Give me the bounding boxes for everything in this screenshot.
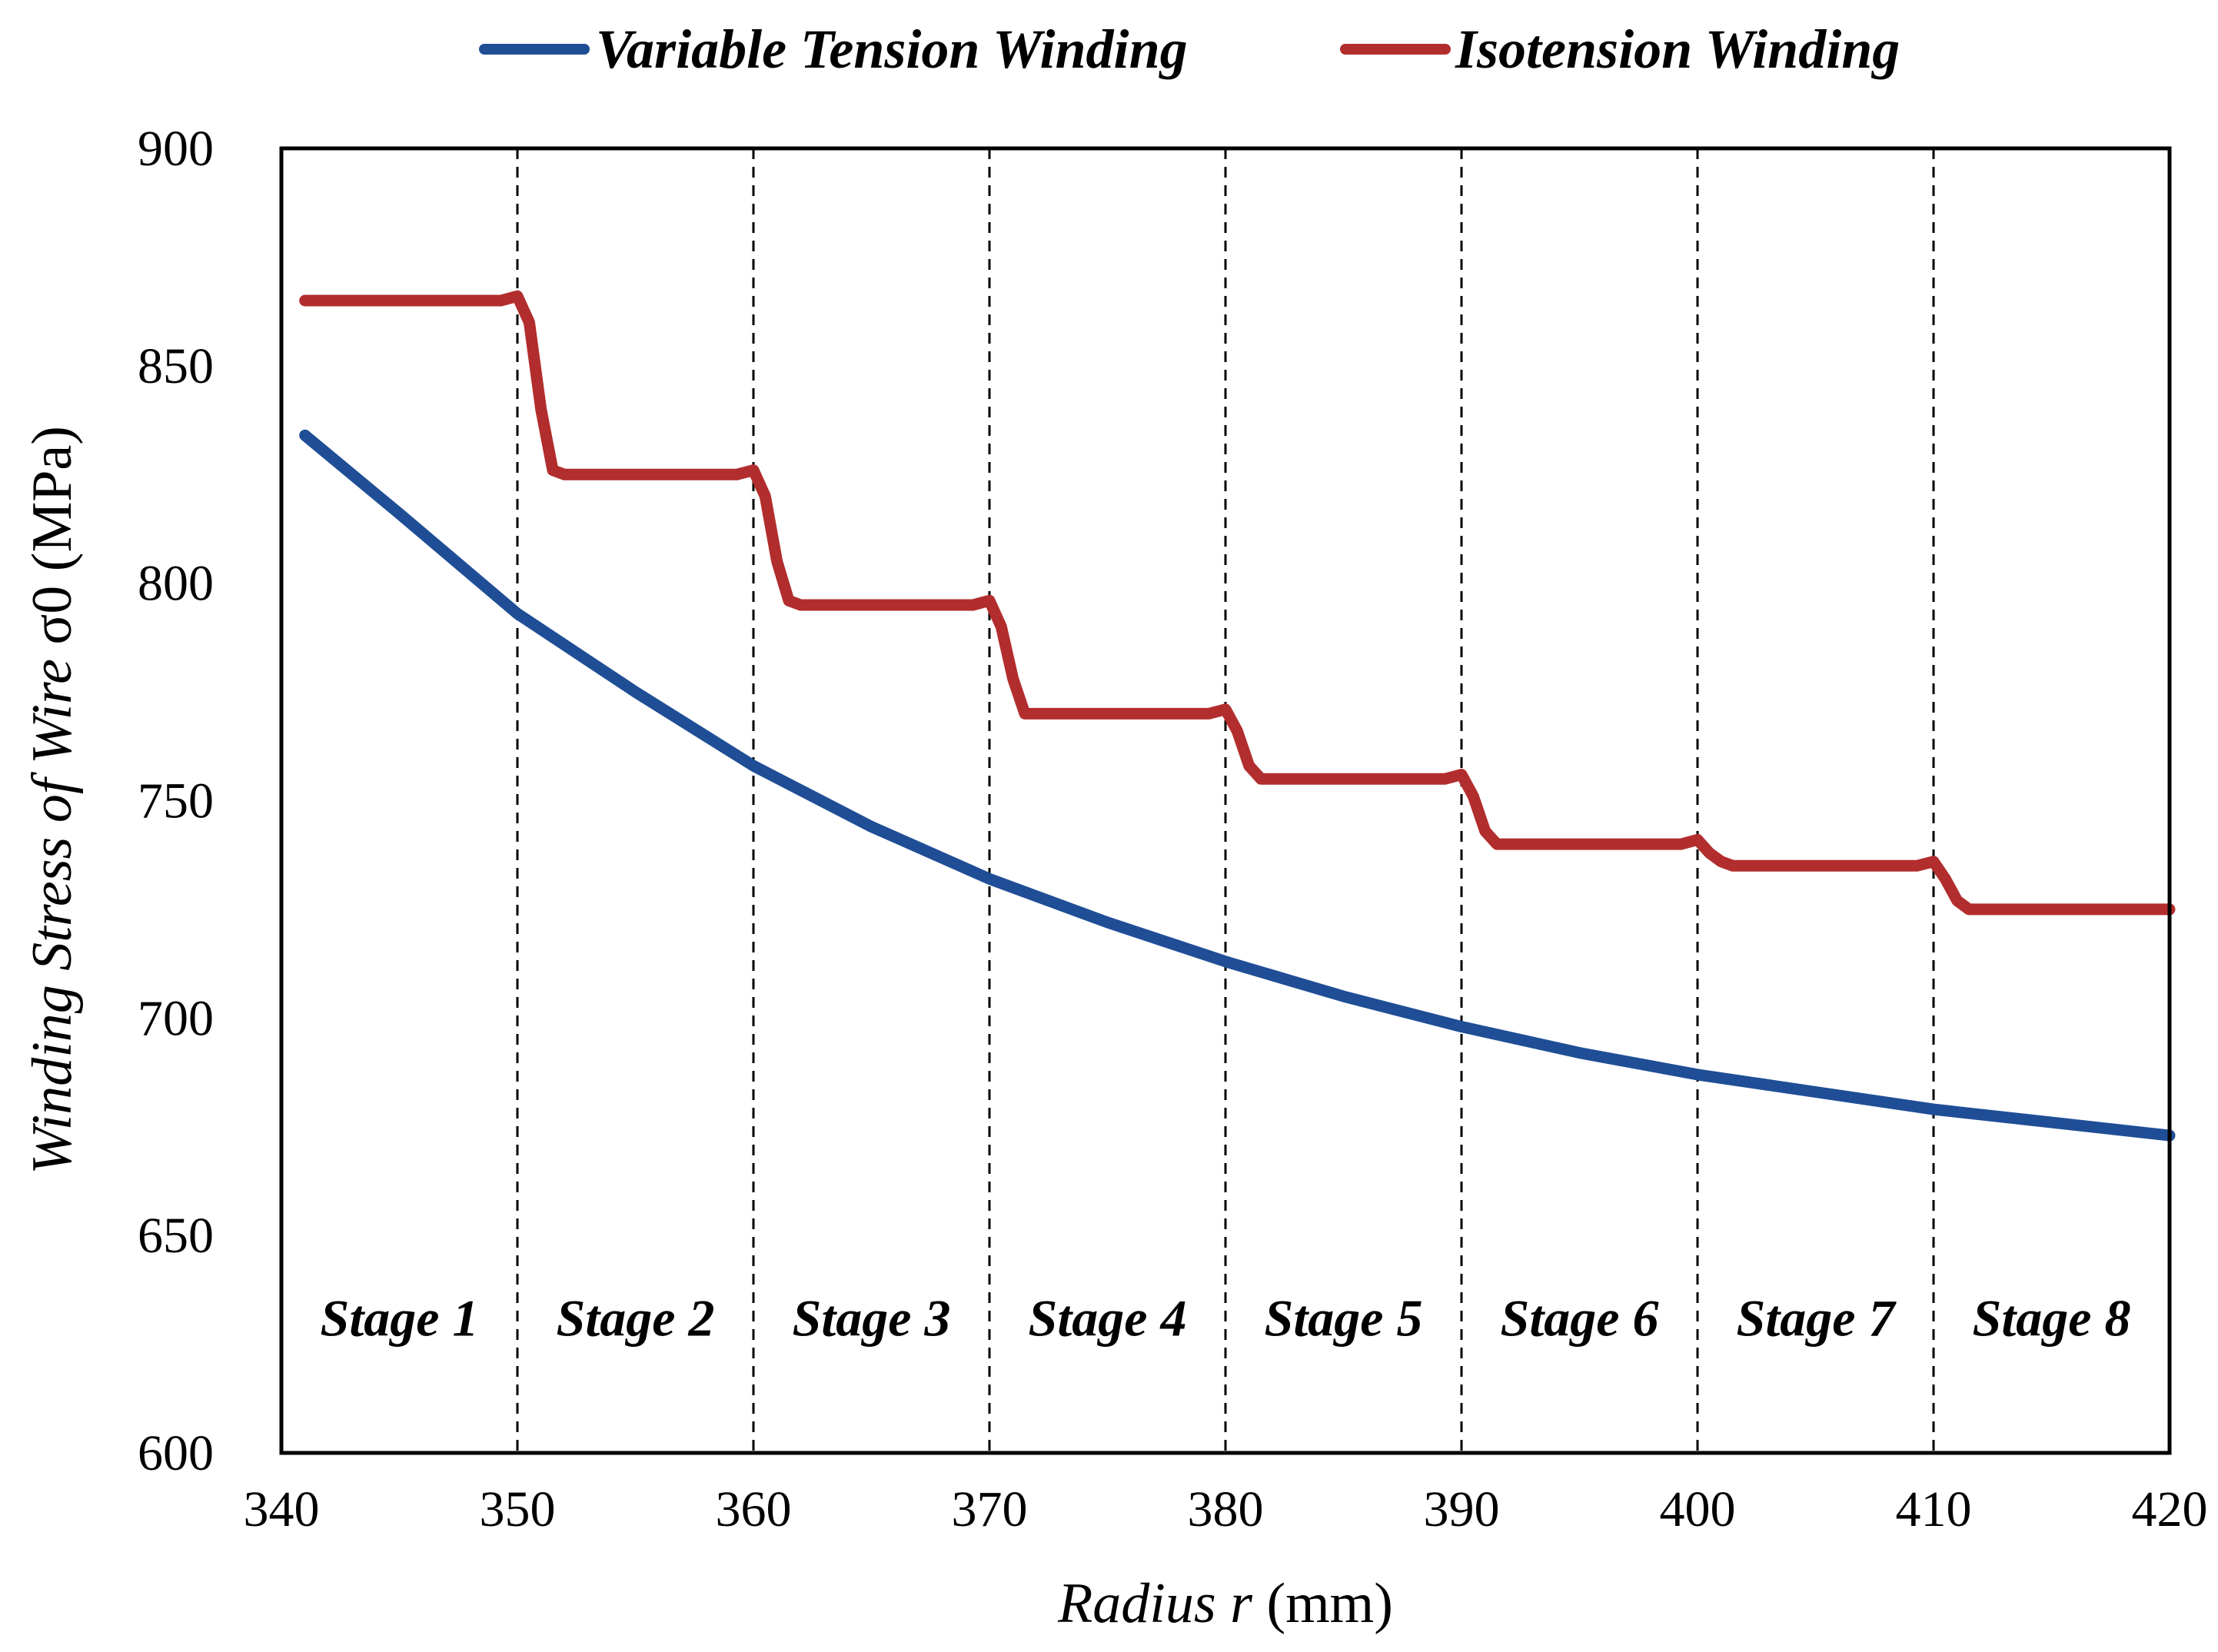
stage-label-1: Stage 1 [321,1288,479,1347]
y-tick-label-800: 800 [138,556,214,612]
legend: Variable Tension Winding Isotension Wind… [479,18,1900,80]
stage-label-8: Stage 8 [1973,1288,2131,1347]
y-axis-title: Winding Stress of Wire σ0 (MPa) [21,426,84,1175]
x-tick-label-360: 360 [716,1481,792,1537]
x-tick-label-410: 410 [1896,1481,1972,1537]
y-axis-title-unit: (MPa) [21,426,84,586]
stage-boundaries [516,148,1935,1453]
stage-label-4: Stage 4 [1029,1288,1187,1347]
stage-label-3: Stage 3 [793,1288,951,1347]
x-tick-label-420: 420 [2132,1481,2208,1537]
series-line-isotension-winding [299,290,2176,916]
stage-label-2: Stage 2 [557,1288,715,1347]
x-axis-title-unit: (mm) [1252,1572,1393,1635]
stage-label-7: Stage 7 [1737,1288,1897,1347]
y-tick-label-750: 750 [138,773,214,829]
y-axis-title-symbol: σ0 [21,586,84,659]
x-tick-label-350: 350 [480,1481,556,1537]
y-tick-label-650: 650 [138,1208,214,1264]
x-axis-title: Radius r (mm) [1057,1572,1393,1635]
series-line-variable-tension-winding [299,429,2176,1142]
legend-label-isotension: Isotension Winding [1455,18,1900,80]
y-tick-label-600: 600 [138,1425,214,1481]
plot-frame [279,146,2172,1455]
stage-label-5: Stage 5 [1265,1288,1423,1347]
y-tick-label-850: 850 [138,338,214,394]
y-tick-labels: 600 650 700 750 800 850 900 [138,121,214,1481]
x-tick-label-370: 370 [952,1481,1028,1537]
y-tick-label-900: 900 [138,121,214,177]
x-tick-label-340: 340 [244,1481,320,1537]
y-axis-title-italic: Winding Stress of Wire [21,659,84,1175]
x-tick-label-380: 380 [1188,1481,1264,1537]
x-tick-label-400: 400 [1660,1481,1736,1537]
x-axis-title-italic: Radius r [1057,1572,1253,1635]
legend-label-variable-tension: Variable Tension Winding [596,18,1188,80]
stage-labels: Stage 1 Stage 2 Stage 3 Stage 4 Stage 5 Stage… [321,1288,2131,1347]
y-tick-label-700: 700 [138,990,214,1046]
x-tick-labels: 340 350 360 370 380 390 400 410 420 [244,1481,2208,1537]
stage-label-6: Stage 6 [1501,1288,1659,1347]
data-series [299,290,2176,1142]
x-tick-label-390: 390 [1424,1481,1500,1537]
